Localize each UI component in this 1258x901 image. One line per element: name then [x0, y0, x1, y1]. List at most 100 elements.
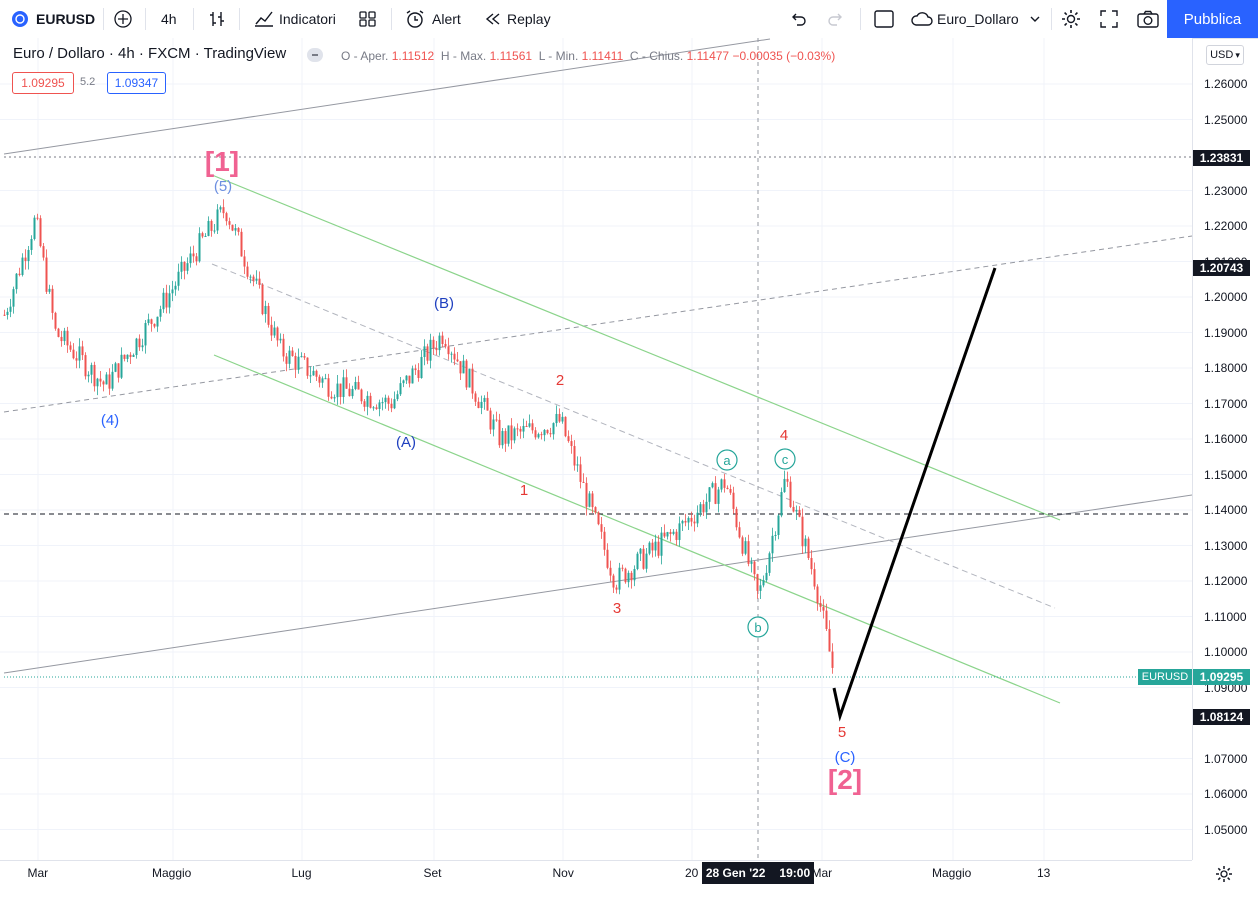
wave-circle-a[interactable]	[716, 449, 738, 471]
candle-body	[579, 464, 582, 482]
wave-label-2[interactable]: [2]	[828, 764, 862, 795]
plus-circle-icon	[114, 10, 132, 28]
candle-body	[624, 568, 627, 583]
close-label: C - Chius.	[629, 49, 684, 63]
candle-body	[54, 312, 57, 329]
candle-body	[588, 493, 591, 507]
candle-body	[243, 256, 246, 267]
interval-button[interactable]: 4h	[161, 0, 177, 38]
candle-body	[525, 425, 528, 427]
publish-button[interactable]: Pubblica	[1167, 0, 1258, 38]
candle-body	[240, 231, 243, 257]
candle-body	[414, 368, 417, 371]
candle-body	[120, 354, 123, 378]
candle-body	[717, 489, 720, 504]
candle-body	[678, 523, 681, 540]
candle-body	[738, 527, 741, 538]
candle-body	[102, 381, 105, 385]
price-tick: 1.23000	[1204, 183, 1248, 198]
candle-body	[522, 425, 525, 432]
templates-button[interactable]	[358, 0, 378, 38]
candle-body	[711, 483, 714, 488]
wave-label-minor-3[interactable]: 3	[613, 600, 621, 617]
trend-line-dashed[interactable]	[3, 235, 1192, 413]
wave-label-B[interactable]: (B)	[434, 295, 454, 312]
trend-line-mid-dashed[interactable]	[211, 263, 1056, 609]
undo-button[interactable]	[788, 0, 808, 38]
chart-legend-title[interactable]: Euro / Dollaro · 4h · FXCM · TradingView	[13, 45, 287, 62]
candle-body	[159, 309, 162, 317]
trend-line-upper[interactable]	[3, 38, 771, 155]
wave-label-minor-1[interactable]: 1	[520, 482, 528, 499]
chart-type-button[interactable]	[207, 0, 227, 38]
layout-menu-button[interactable]: Euro_Dollaro	[910, 0, 1043, 38]
candle-body	[162, 292, 165, 310]
redo-button[interactable]	[826, 0, 846, 38]
wave-label-minor-2[interactable]: 2	[556, 372, 564, 389]
snapshot-button[interactable]	[1136, 0, 1160, 38]
candle-body	[651, 542, 654, 551]
candle-body	[318, 376, 321, 383]
candle-body	[774, 534, 777, 536]
wave-label-5-paren[interactable]: (5)	[214, 178, 232, 195]
candle-body	[582, 481, 585, 483]
indicators-button[interactable]: Indicatori	[253, 0, 336, 38]
candle-body	[117, 363, 120, 378]
candle-body	[3, 314, 6, 316]
axis-settings-button[interactable]	[1214, 864, 1234, 889]
candle-body	[216, 209, 219, 231]
fullscreen-button[interactable]	[1099, 0, 1119, 38]
candle-body	[255, 278, 258, 281]
candle-body	[567, 436, 570, 442]
candle-body	[732, 492, 735, 509]
fullscreen-select-button[interactable]	[873, 0, 895, 38]
compare-add-button[interactable]	[113, 0, 133, 38]
sell-price-button[interactable]: 1.09295	[12, 72, 74, 94]
collapse-legend-icon[interactable]	[307, 48, 323, 62]
candle-body	[90, 364, 93, 375]
price-tick: 1.05000	[1204, 822, 1248, 837]
trend-line-lower[interactable]	[3, 494, 1192, 674]
chart-canvas[interactable]: [1] (5) (4) (B) (A) 1 2 3 4 5 a b c (C) …	[0, 38, 1192, 860]
candle-body	[18, 273, 21, 275]
wave-label-minor-4[interactable]: 4	[780, 427, 788, 444]
wave-label-C[interactable]: (C)	[835, 749, 856, 766]
candle-body	[306, 357, 309, 376]
candle-body	[27, 249, 30, 262]
replay-button[interactable]: Replay	[483, 0, 551, 38]
wave-circle-b[interactable]	[747, 616, 769, 638]
forecast-path[interactable]	[832, 267, 997, 722]
chart-pane[interactable]	[0, 38, 1193, 860]
candle-body	[363, 401, 366, 407]
candle-body	[825, 610, 828, 629]
candle-body	[810, 557, 813, 570]
wave-label-4-paren[interactable]: (4)	[101, 412, 119, 429]
candle-body	[66, 330, 69, 346]
candle-body	[765, 572, 768, 581]
alert-button[interactable]: Alert	[404, 0, 461, 38]
candle-body	[108, 374, 111, 389]
divider	[1051, 8, 1052, 30]
channel-line-bottom[interactable]	[213, 354, 1061, 704]
wave-label-1[interactable]: [1]	[205, 146, 239, 177]
candle-body	[540, 434, 543, 436]
buy-price-button[interactable]: 1.09347	[107, 72, 166, 94]
candle-body	[342, 377, 345, 397]
wave-circle-c[interactable]	[774, 448, 796, 470]
candle-body	[696, 512, 699, 524]
symbol-search[interactable]: EURUSD	[10, 0, 95, 38]
candle-body	[501, 431, 504, 446]
candle-body	[225, 213, 228, 222]
wave-label-A[interactable]: (A)	[396, 434, 416, 451]
channel-line-top[interactable]	[211, 174, 1061, 521]
settings-button[interactable]	[1060, 0, 1082, 38]
wave-label-minor-5[interactable]: 5	[838, 724, 846, 741]
close-value: 1.11477	[686, 49, 730, 63]
candle-body	[210, 220, 213, 231]
candle-body	[72, 349, 75, 359]
currency-select[interactable]: USD ▾	[1206, 45, 1244, 65]
candle-body	[762, 580, 765, 586]
time-axis[interactable]	[0, 860, 1192, 901]
candle-body	[405, 375, 408, 381]
candle-body	[84, 355, 87, 377]
